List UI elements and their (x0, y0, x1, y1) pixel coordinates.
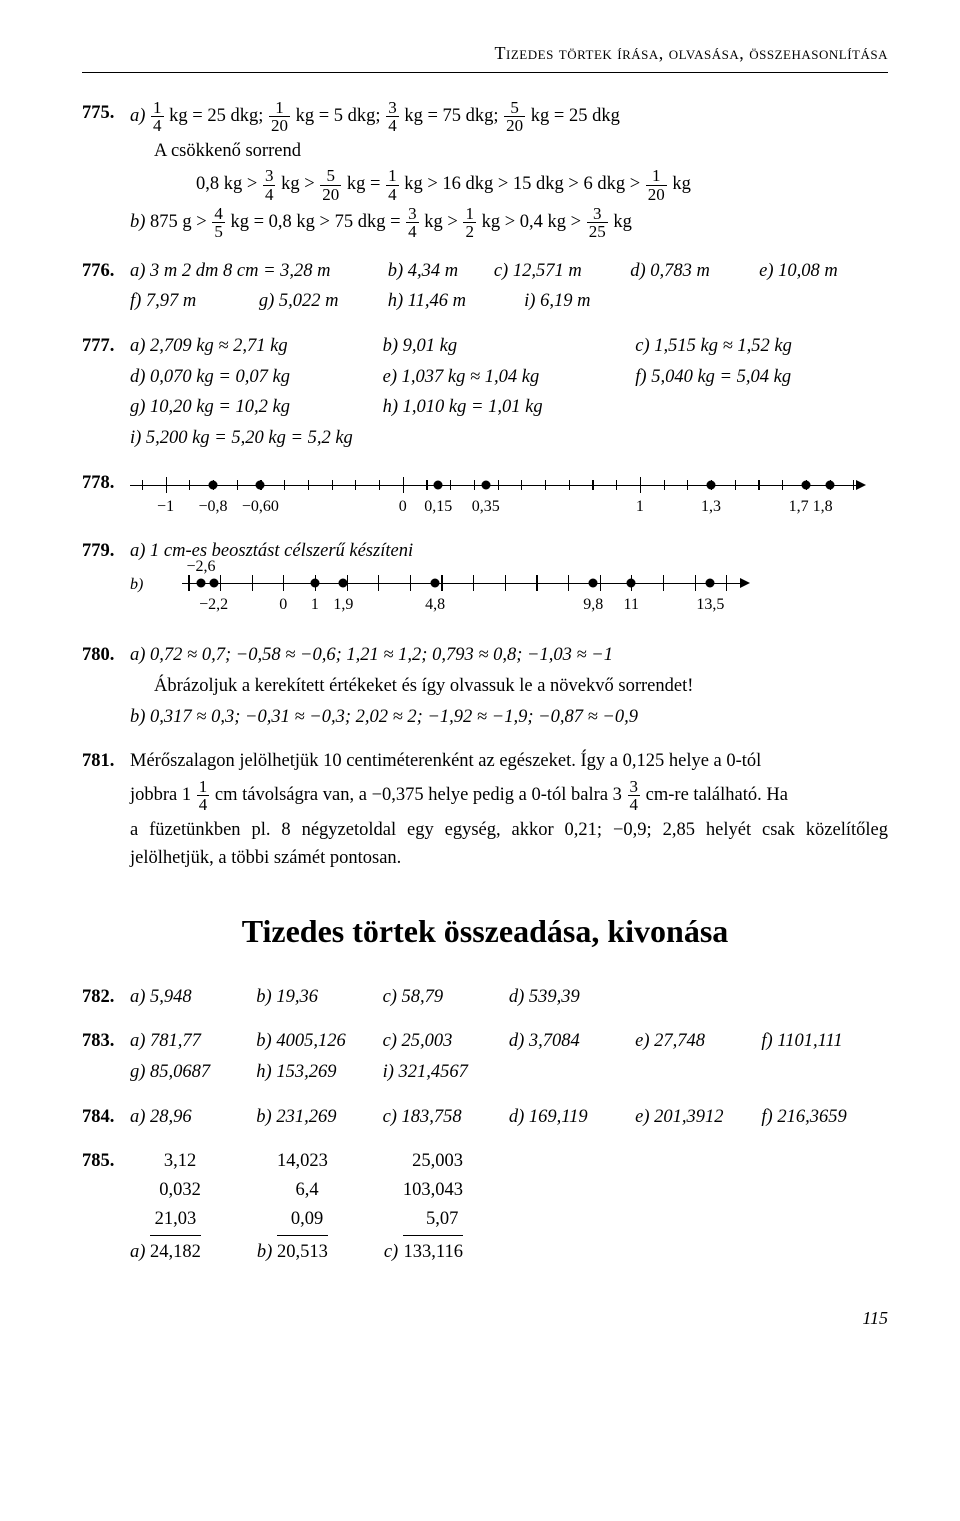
label-c: c) (384, 1242, 398, 1262)
problem-779: 779. a) 1 cm-es beosztást célszerű készí… (82, 537, 888, 628)
problem-number: 781. (82, 747, 130, 875)
label-b: b) (130, 212, 145, 232)
problem-782: 782. a) 5,948 b) 19,36 c) 58,79 d) 539,3… (82, 983, 888, 1014)
problem-body: a) 3,12 0,03221,03 24,182 b) 14,023 6,4 … (130, 1147, 888, 1267)
problem-body: a) 781,77 b) 4005,126 c) 25,003 d) 3,708… (130, 1027, 888, 1088)
problem-body: a) 1 cm-es beosztást célszerű készíteni … (130, 537, 888, 628)
label-a: a) (130, 106, 145, 126)
label-a: a) (130, 1242, 145, 1262)
problem-number: 777. (82, 332, 130, 455)
problem-780: 780. a) 0,72 ≈ 0,7; −0,58 ≈ −0,6; 1,21 ≈… (82, 641, 888, 733)
problem-number: 775. (82, 99, 130, 243)
problem-number: 784. (82, 1103, 130, 1134)
problem-body: a) 0,72 ≈ 0,7; −0,58 ≈ −0,6; 1,21 ≈ 1,2;… (130, 641, 888, 733)
problem-number: 780. (82, 641, 130, 733)
problem-number: 783. (82, 1027, 130, 1088)
problem-778: 778. −1−0,8−0,6000,150,3511,31,7 1,8 (82, 469, 888, 523)
problem-body: a) 2,709 kg ≈ 2,71 kg b) 9,01 kg c) 1,51… (130, 332, 888, 455)
arith-column-c: 25,003103,043 5,07 133,116 (403, 1147, 463, 1267)
problem-777: 777. a) 2,709 kg ≈ 2,71 kg b) 9,01 kg c)… (82, 332, 888, 455)
problem-785: 785. a) 3,12 0,03221,03 24,182 b) 14,023… (82, 1147, 888, 1267)
problem-number: 776. (82, 257, 130, 318)
problem-body: −1−0,8−0,6000,150,3511,31,7 1,8 (130, 469, 888, 523)
problem-body: a) 14 kg = 25 dkg; 120 kg = 5 dkg; 34 kg… (130, 99, 888, 243)
label-b: b) (257, 1242, 272, 1262)
page-number: 115 (82, 1305, 888, 1333)
problem-body: Mérőszalagon jelölhetjük 10 centiméteren… (130, 747, 888, 875)
page-header: Tizedes törtek írása, olvasása, összehas… (82, 40, 888, 73)
arith-column-a: 3,12 0,03221,03 24,182 (150, 1147, 201, 1267)
problem-number: 779. (82, 537, 130, 628)
problem-number: 782. (82, 983, 130, 1014)
problem-784: 784. a) 28,96 b) 231,269 c) 183,758 d) 1… (82, 1103, 888, 1134)
problem-number: 778. (82, 469, 130, 523)
number-line: −2,2011,94,89,81113,5−2,6b) (130, 567, 888, 627)
problem-body: a) 28,96 b) 231,269 c) 183,758 d) 169,11… (130, 1103, 888, 1132)
problem-781: 781. Mérőszalagon jelölhetjük 10 centimé… (82, 747, 888, 875)
problem-783: 783. a) 781,77 b) 4005,126 c) 25,003 d) … (82, 1027, 888, 1088)
problem-776: 776. a) 3 m 2 dm 8 cm = 3,28 m b) 4,34 m… (82, 257, 888, 318)
problem-body: a) 5,948 b) 19,36 c) 58,79 d) 539,39 (130, 983, 888, 1012)
problem-number: 785. (82, 1147, 130, 1267)
section-title: Tizedes törtek összeadása, kivonása (82, 907, 888, 957)
problem-775: 775. a) 14 kg = 25 dkg; 120 kg = 5 dkg; … (82, 99, 888, 243)
arith-column-b: 14,023 6,4 0,09 20,513 (277, 1147, 328, 1267)
number-line: −1−0,8−0,6000,150,3511,31,7 1,8 (130, 469, 888, 523)
problem-body: a) 3 m 2 dm 8 cm = 3,28 m b) 4,34 m c) 1… (130, 257, 888, 318)
